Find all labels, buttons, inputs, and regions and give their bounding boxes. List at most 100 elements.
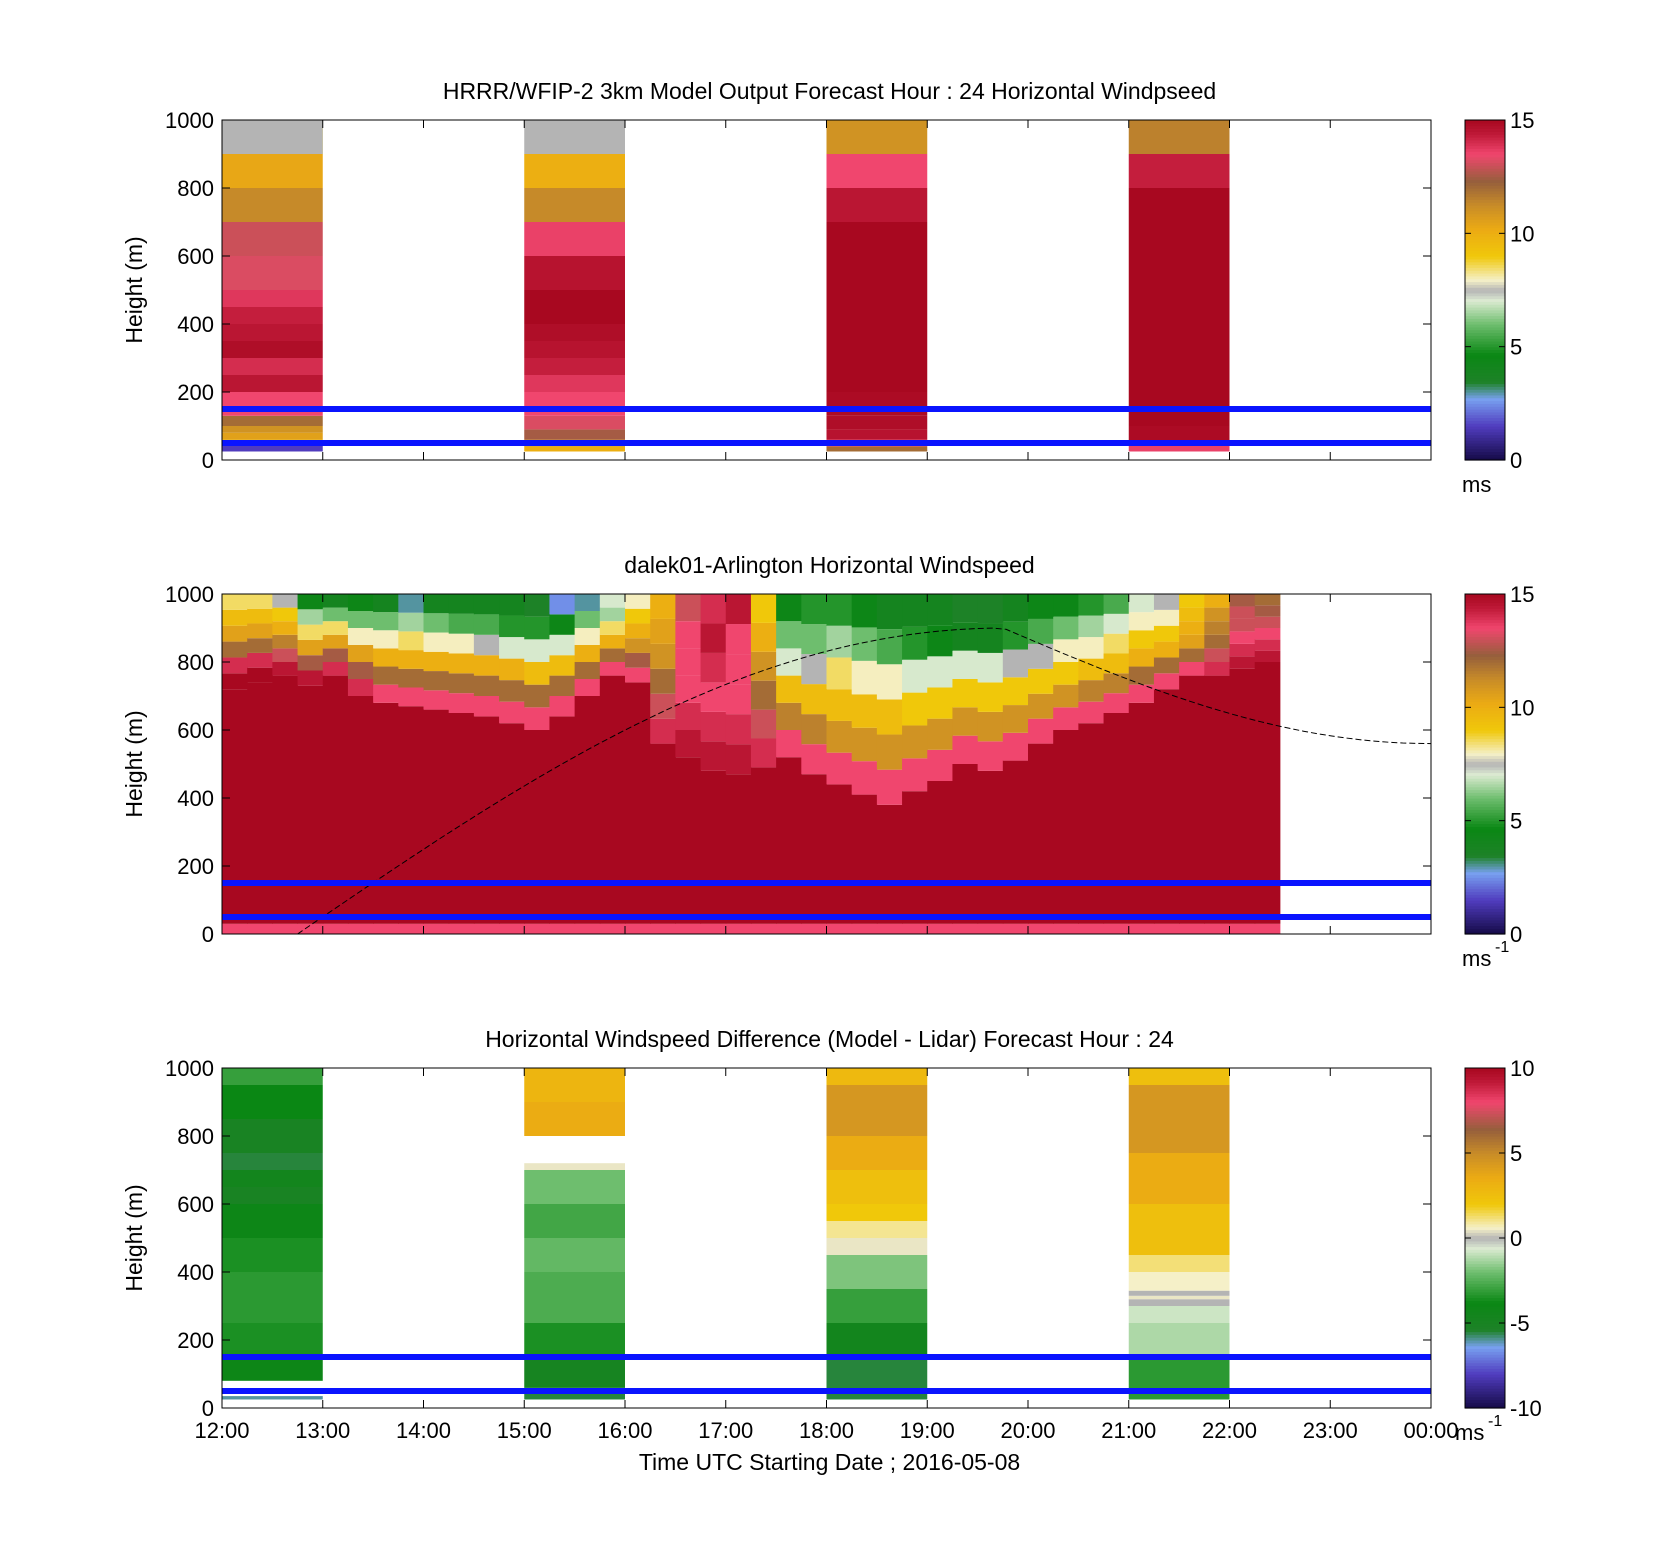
heatmap-cell [725, 744, 752, 775]
heatmap-cell [1053, 662, 1079, 685]
colorbar-swatch [1465, 679, 1505, 683]
heatmap-cell [1028, 718, 1054, 744]
colorbar-swatch [1465, 1073, 1505, 1078]
heatmap-cell [549, 675, 576, 696]
colorbar-swatch [1465, 1087, 1505, 1092]
colorbar-swatch [1465, 656, 1505, 660]
colorbar-swatch [1465, 145, 1505, 149]
colorbar-swatch [1465, 366, 1505, 370]
heatmap-cell [1153, 625, 1180, 642]
heatmap-cell [750, 594, 777, 623]
colorbar-swatch [1465, 715, 1505, 720]
heatmap-cell [347, 628, 374, 645]
heatmap-cell [1179, 594, 1205, 608]
colorbar-swatch [1465, 403, 1505, 407]
colorbar-swatch [1465, 1311, 1505, 1316]
heatmap-cell [1153, 609, 1180, 626]
colorbar-swatch [1465, 1090, 1505, 1095]
colorbar-swatch [1465, 1201, 1505, 1205]
colorbar-swatch [1465, 1382, 1505, 1386]
heatmap-cell [574, 696, 601, 924]
y-tick-label: 200 [177, 854, 214, 879]
colorbar-swatch [1465, 151, 1505, 155]
colorbar-swatch [1465, 1144, 1505, 1148]
colorbar-swatch [1465, 332, 1505, 336]
heatmap-cell [725, 923, 752, 934]
heatmap-cell [222, 188, 323, 222]
colorbar-swatch [1465, 1354, 1505, 1358]
heatmap-cell [952, 650, 979, 679]
heatmap-cell [599, 675, 626, 924]
heatmap-cell [625, 923, 651, 934]
colorbar-swatch [1465, 1232, 1505, 1236]
colorbar-swatch [1465, 122, 1505, 127]
heatmap-cell [650, 618, 676, 644]
heatmap-cell [851, 594, 878, 628]
colorbar-swatch [1465, 256, 1505, 260]
colorbar-tick-label: 0 [1510, 1226, 1522, 1251]
heatmap-cell [826, 923, 853, 934]
colorbar-frame [1464, 593, 1506, 935]
heatmap-cell [524, 1357, 625, 1388]
heatmap-cell [625, 594, 651, 609]
heatmap-cell [927, 656, 953, 688]
colorbar-tick-label: 0 [1510, 448, 1522, 473]
heatmap-cell [1128, 154, 1230, 188]
colorbar-swatch [1465, 1294, 1505, 1299]
colorbar-swatch [1465, 1212, 1505, 1216]
y-tick-label: 400 [177, 1260, 214, 1285]
heatmap-cell [1153, 594, 1180, 610]
heatmap-cell [524, 662, 550, 685]
heatmap-cell [801, 744, 827, 775]
heatmap-cell [1128, 612, 1155, 631]
colorbar-swatch [1465, 1218, 1505, 1222]
heatmap-cell [851, 761, 878, 795]
heatmap-cell [675, 594, 702, 622]
colorbar: 0 5 10 15 ms [1462, 108, 1534, 497]
colorbar-tick-label: 15 [1510, 108, 1534, 133]
y-tick-label: 0 [202, 448, 214, 473]
heatmap-cell [1103, 923, 1130, 934]
heatmap-cell [1153, 673, 1180, 690]
heatmap-cell [398, 650, 424, 669]
colorbar-swatch [1465, 377, 1505, 382]
heatmap-cell [650, 643, 676, 669]
colorbar-swatch [1465, 389, 1505, 393]
heatmap-cell [902, 659, 928, 693]
heatmap-cell [750, 680, 777, 710]
heatmap-cell [473, 696, 500, 717]
heatmap-cell [1128, 1255, 1230, 1272]
colorbar-swatch [1465, 273, 1505, 277]
colorbar-swatch [1465, 205, 1505, 209]
colorbar-swatch [1465, 397, 1505, 402]
heatmap-cell [826, 120, 928, 154]
heatmap-cell [1002, 923, 1029, 934]
colorbar-swatch [1465, 1195, 1505, 1199]
heatmap-cell [952, 622, 979, 651]
heatmap-cell [927, 749, 953, 781]
colorbar-swatch [1465, 1121, 1505, 1126]
heatmap-cell [524, 1238, 625, 1272]
colorbar-swatch [1465, 165, 1505, 169]
heatmap-cell [1028, 618, 1054, 644]
colorbar-swatch [1465, 1320, 1505, 1324]
x-tick-label: 00:00 [1403, 1418, 1458, 1443]
colorbar-swatch [1465, 727, 1505, 731]
heatmap-cell [1153, 923, 1180, 934]
colorbar-swatch [1465, 891, 1505, 895]
heatmap-cell [373, 594, 399, 613]
heatmap-cell [524, 415, 625, 430]
colorbar-swatch [1465, 1226, 1505, 1231]
heatmap-cell [1078, 723, 1105, 924]
heatmap-cell [549, 696, 576, 717]
heatmap-cell [1078, 637, 1105, 659]
heatmap-cell [902, 626, 928, 660]
heatmap-cell [801, 774, 827, 924]
heatmap-cell [776, 730, 802, 758]
heatmap-cell [222, 641, 248, 658]
heatmap-cell [297, 685, 324, 924]
colorbar-swatch [1465, 622, 1505, 626]
colorbar-swatch [1465, 792, 1505, 796]
colorbar-swatch [1465, 1189, 1505, 1194]
heatmap-cell [625, 638, 651, 653]
